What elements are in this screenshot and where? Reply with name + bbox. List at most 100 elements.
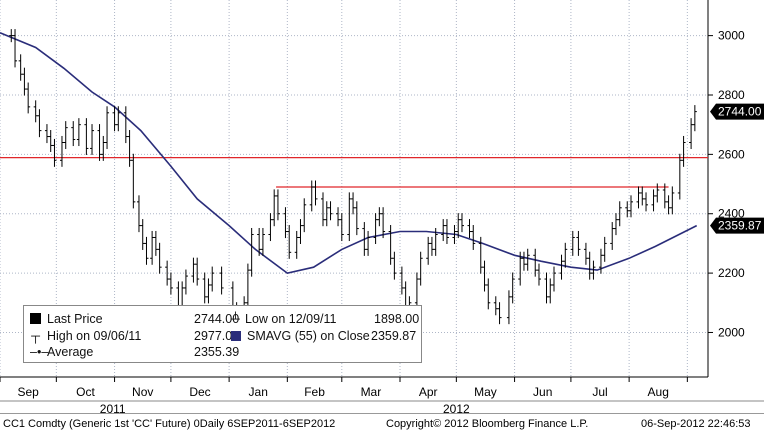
legend-high-label: High on 09/06/11 [47, 329, 142, 343]
price-bar [302, 198, 307, 233]
price-bar [497, 302, 502, 325]
legend-low: ┴ Low on 12/09/11 [231, 312, 337, 326]
last-price-tag-bg [710, 103, 764, 120]
y-tick-label: 2400 [718, 207, 745, 221]
year-label: 2012 [443, 402, 470, 413]
price-bar [157, 242, 162, 274]
price-bar [127, 130, 132, 167]
price-bar [563, 242, 568, 268]
footer-timestamp: 06-Sep-2012 22:46:53 [641, 418, 751, 430]
y-tick-label: 2600 [718, 147, 745, 161]
x-tick-label: Aug [648, 385, 669, 399]
price-bar [559, 254, 564, 280]
price-bar [441, 219, 446, 242]
price-bar [610, 222, 615, 250]
price-bar [570, 230, 575, 256]
price-bar [9, 29, 14, 43]
price-bar [219, 266, 224, 295]
price-bar [90, 124, 95, 155]
price-bar [202, 272, 207, 304]
price-bar [249, 227, 254, 277]
footer-security: CC1 Comdty (Generic 1st 'CC' Future) 0Da… [3, 418, 336, 430]
price-bar [63, 121, 68, 150]
price-bar [426, 236, 431, 265]
price-bar [644, 192, 649, 212]
x-tick-label: Jan [249, 385, 268, 399]
price-bar [144, 236, 149, 265]
price-bar [33, 100, 38, 123]
price-bar [602, 236, 607, 262]
price-bar [275, 189, 280, 221]
price-bar [459, 213, 464, 233]
x-tick-label: Sep [17, 385, 39, 399]
price-bar [525, 248, 530, 271]
low-marker-icon: ┴ [231, 312, 240, 326]
legend-sma-value: 2359.87 [371, 329, 417, 343]
price-bar [536, 263, 541, 286]
price-bar [59, 135, 64, 167]
legend-high: ┬ High on 09/06/11 [30, 329, 141, 343]
legend-high-value: 2977.00 [194, 329, 240, 343]
y-tick-label: 2000 [718, 325, 745, 339]
x-tick-label: Dec [189, 385, 210, 399]
price-bar [245, 263, 250, 310]
price-bar [71, 121, 76, 147]
price-bar [26, 82, 31, 114]
price-bar [373, 213, 378, 245]
price-bar [153, 230, 158, 256]
price-bar [681, 135, 686, 167]
price-bar [429, 236, 434, 256]
price-bar [210, 266, 215, 292]
price-bar [150, 230, 155, 265]
average-marker-icon: –•– [30, 345, 49, 359]
legend-last-label: Last Price [47, 312, 103, 326]
price-bar [377, 207, 382, 227]
price-bar [97, 124, 102, 161]
price-bar [640, 186, 645, 206]
price-bar [18, 54, 23, 81]
price-bar [48, 130, 53, 152]
price-bar [467, 219, 472, 239]
price-bar [662, 183, 667, 209]
price-bar [510, 272, 515, 304]
price-bar [260, 227, 265, 256]
x-tick-label: May [474, 385, 497, 399]
price-bar [591, 260, 596, 280]
price-bar [52, 138, 57, 167]
high-marker-icon: ┬ [31, 329, 40, 343]
price-bar [521, 251, 526, 271]
price-bar [625, 201, 630, 218]
price-bar [168, 272, 173, 295]
price-bar [206, 278, 211, 304]
legend-avg-value: 2355.39 [194, 345, 240, 359]
price-bar [309, 180, 314, 212]
price-bar [392, 251, 397, 280]
price-bar [136, 195, 141, 233]
price-bar [493, 296, 498, 316]
price-bar [433, 227, 438, 256]
sma-swatch [231, 331, 241, 341]
x-tick-label: Feb [304, 385, 325, 399]
price-bar [354, 201, 359, 236]
sma-line [0, 31, 698, 274]
price-bar [313, 180, 318, 206]
price-bar [22, 67, 27, 96]
last-price-tag: 2744.00 [718, 105, 762, 119]
price-bar [506, 290, 511, 325]
price-bar [84, 118, 89, 155]
x-tick-label: Oct [76, 385, 95, 399]
price-bar [76, 118, 81, 147]
price-bar [655, 183, 660, 203]
price-bar [381, 207, 386, 239]
price-bar [692, 105, 697, 132]
price-bar [399, 266, 404, 295]
legend-average: –•–Average [30, 345, 93, 359]
price-bar [617, 201, 622, 227]
sma-tag-bg [710, 217, 764, 234]
price-bar [598, 248, 603, 274]
price-bar [116, 106, 121, 132]
price-bar [328, 201, 333, 221]
price-chart: 2000 2200 2400 2600 2800 3000 Sep Oct Nov Dec Jan F… [0, 0, 764, 416]
sma-tag: 2359.87 [718, 219, 762, 233]
price-bar [583, 242, 588, 265]
